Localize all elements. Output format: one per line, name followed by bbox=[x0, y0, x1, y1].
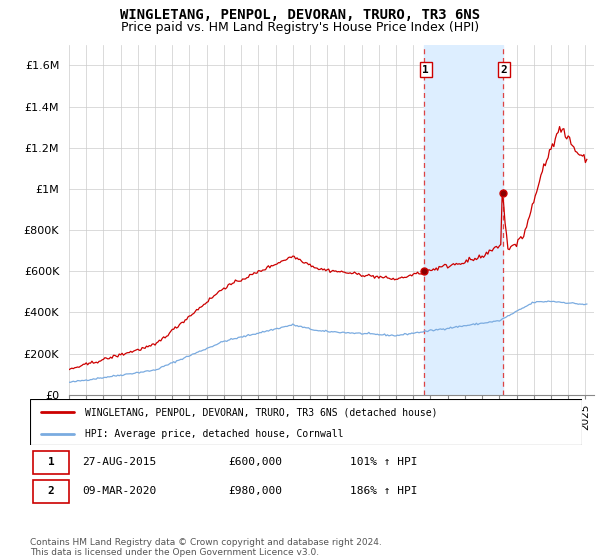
Bar bbox=[424, 45, 503, 395]
Bar bbox=[33, 479, 68, 502]
Text: 2: 2 bbox=[500, 64, 508, 74]
Text: WINGLETANG, PENPOL, DEVORAN, TRURO, TR3 6NS (detached house): WINGLETANG, PENPOL, DEVORAN, TRURO, TR3 … bbox=[85, 407, 438, 417]
Text: 2: 2 bbox=[47, 486, 55, 496]
Text: 1: 1 bbox=[47, 457, 55, 467]
Text: WINGLETANG, PENPOL, DEVORAN, TRURO, TR3 6NS: WINGLETANG, PENPOL, DEVORAN, TRURO, TR3 … bbox=[120, 8, 480, 22]
Text: 1: 1 bbox=[422, 64, 429, 74]
Text: £600,000: £600,000 bbox=[229, 457, 283, 467]
Text: HPI: Average price, detached house, Cornwall: HPI: Average price, detached house, Corn… bbox=[85, 429, 344, 438]
Text: 186% ↑ HPI: 186% ↑ HPI bbox=[350, 486, 418, 496]
Text: Price paid vs. HM Land Registry's House Price Index (HPI): Price paid vs. HM Land Registry's House … bbox=[121, 21, 479, 34]
Text: 09-MAR-2020: 09-MAR-2020 bbox=[82, 486, 157, 496]
Text: £980,000: £980,000 bbox=[229, 486, 283, 496]
Text: 101% ↑ HPI: 101% ↑ HPI bbox=[350, 457, 418, 467]
Text: Contains HM Land Registry data © Crown copyright and database right 2024.
This d: Contains HM Land Registry data © Crown c… bbox=[30, 538, 382, 557]
Text: 27-AUG-2015: 27-AUG-2015 bbox=[82, 457, 157, 467]
Bar bbox=[33, 451, 68, 474]
